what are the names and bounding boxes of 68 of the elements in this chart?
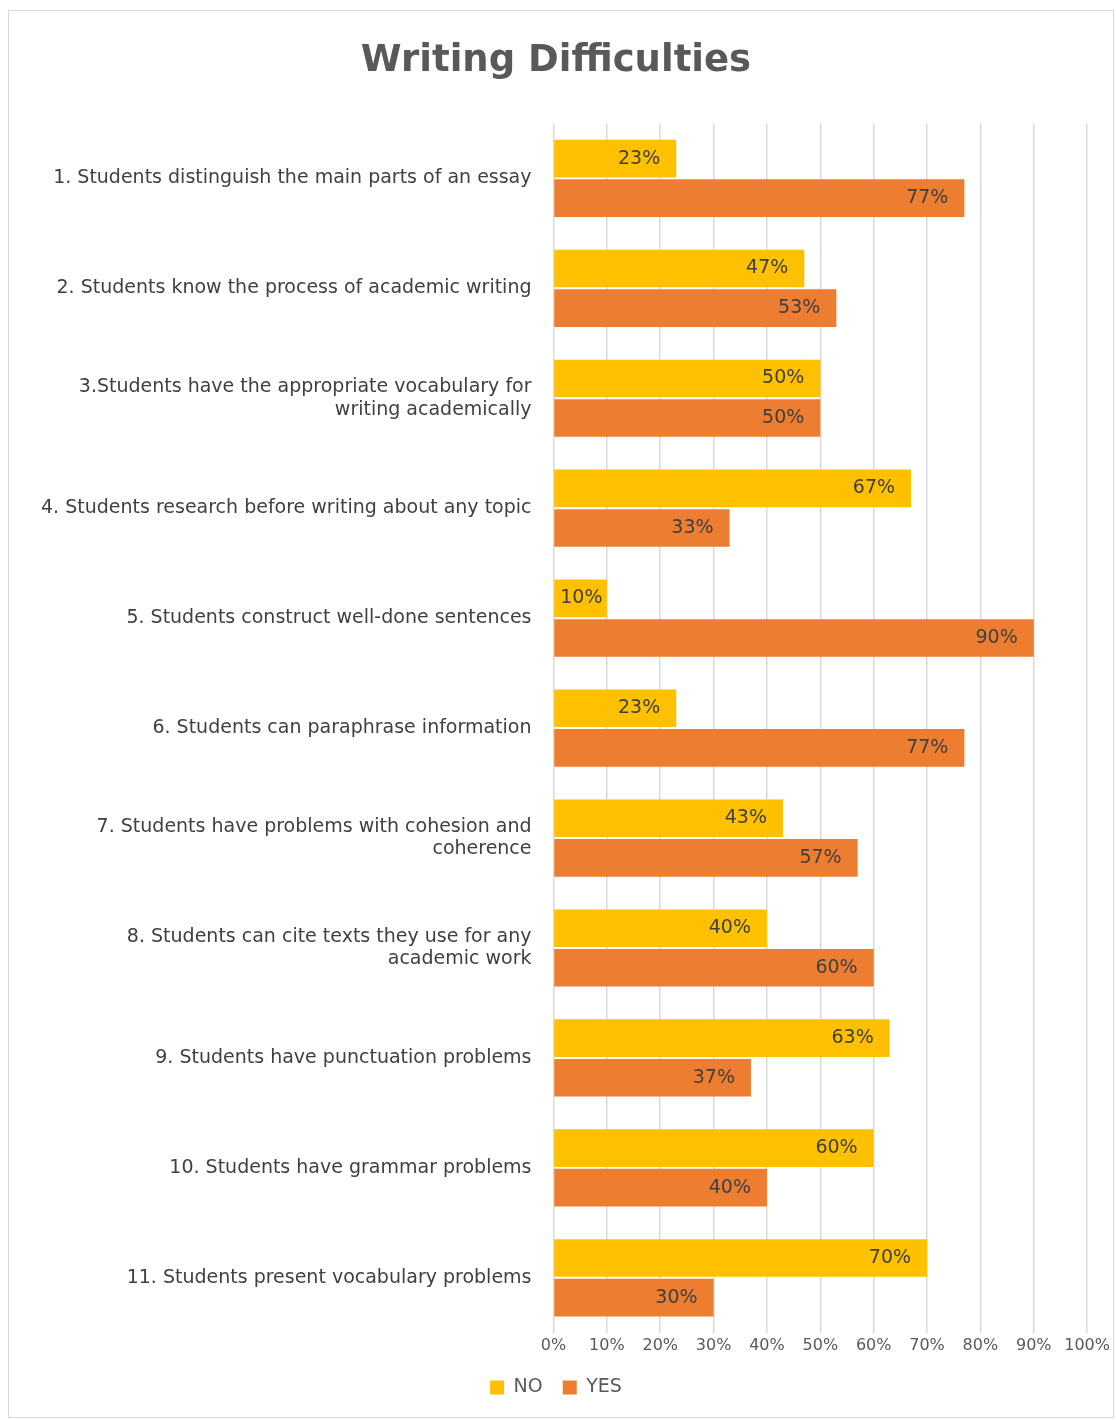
y-tick-label: 1. Students distinguish the main parts of an essay: [53, 165, 532, 188]
bar: [554, 469, 912, 508]
bar: [554, 139, 677, 178]
data-label: 67%: [852, 475, 896, 498]
y-tick-label: 10. Students have grammar problems: [169, 1154, 532, 1177]
bar: [554, 1019, 890, 1057]
x-tick-label: 90%: [1015, 1334, 1052, 1354]
bar: [554, 249, 805, 288]
x-tick-label: 40%: [749, 1334, 785, 1354]
x-tick-label: 100%: [1064, 1334, 1110, 1354]
legend-label: YES: [585, 1374, 622, 1397]
y-tick-label: 2. Students know the process of academic writing: [56, 275, 532, 298]
bar: [554, 689, 677, 728]
data-label: 43%: [724, 805, 767, 828]
y-tick-label: 5. Students construct well-done sentences: [126, 605, 532, 628]
chart-title: Writing Difficulties: [360, 36, 752, 80]
data-label: 57%: [799, 844, 842, 867]
bar: [554, 509, 730, 547]
bar: [554, 1168, 767, 1207]
data-label: 50%: [762, 404, 805, 427]
bar: [554, 289, 837, 327]
bar: [554, 1129, 874, 1167]
legend-label: NO: [513, 1374, 543, 1397]
bar: [554, 619, 1034, 657]
data-label: 60%: [815, 954, 858, 977]
data-label: 40%: [708, 915, 751, 938]
data-label: 40%: [708, 1174, 751, 1197]
bar: [554, 1239, 928, 1277]
x-tick-label: 50%: [802, 1334, 839, 1354]
data-label: 30%: [655, 1284, 698, 1307]
data-label: 53%: [778, 295, 821, 318]
x-tick-label: 80%: [962, 1334, 999, 1354]
data-label: 23%: [618, 695, 661, 718]
bar: [554, 948, 874, 987]
x-tick-label: 30%: [695, 1334, 732, 1354]
bar: [554, 179, 965, 217]
data-label: 70%: [868, 1244, 912, 1267]
bar: [554, 1278, 714, 1317]
y-tick-label: 3.Students have the appropriate vocabulary for writing academically: [78, 373, 532, 419]
bar: [554, 359, 821, 398]
x-tick-label: 70%: [909, 1334, 945, 1354]
data-label: 77%: [906, 734, 949, 757]
bar: [554, 399, 821, 437]
data-label: 60%: [815, 1135, 858, 1158]
y-tick-label: 11. Students present vocabulary problems: [126, 1264, 532, 1287]
data-label: 23%: [618, 145, 661, 168]
bar: [554, 729, 965, 767]
data-label: 77%: [906, 185, 949, 208]
y-tick-label: 7. Students have problems with cohesion and coherence: [96, 813, 532, 859]
bar: [554, 909, 767, 947]
y-tick-label: 4. Students research before writing about any topic: [41, 495, 532, 518]
data-label: 33%: [671, 514, 714, 537]
data-label: 50%: [762, 365, 805, 388]
x-tick-label: 60%: [855, 1334, 892, 1354]
bar: [554, 799, 783, 838]
data-label: 10%: [560, 585, 603, 608]
data-label: 90%: [975, 624, 1018, 647]
y-tick-label: 9. Students have punctuation problems: [155, 1044, 532, 1067]
y-tick-label: 6. Students can paraphrase information: [152, 715, 532, 738]
data-label: 37%: [692, 1064, 735, 1087]
data-label: 63%: [831, 1025, 874, 1048]
x-tick-label: 20%: [642, 1334, 679, 1354]
bar: [554, 839, 858, 877]
bar: [554, 1058, 751, 1097]
x-tick-label: 0%: [540, 1334, 567, 1354]
x-tick-label: 10%: [589, 1334, 625, 1354]
y-tick-label: 8. Students can cite texts they use for any academic work: [126, 923, 532, 969]
data-label: 47%: [746, 255, 789, 278]
